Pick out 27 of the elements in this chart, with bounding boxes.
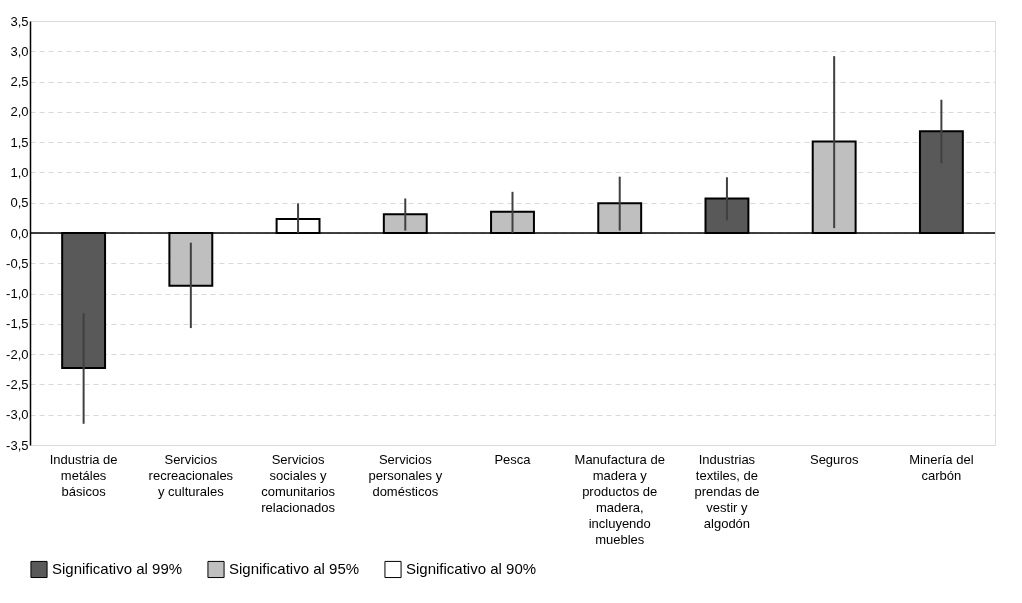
y-tick-label: -2,5: [6, 376, 29, 392]
y-tick-label: 0,5: [10, 195, 29, 211]
x-tick-label: Industrias textiles, de prendas de vestir y algodón: [694, 451, 760, 531]
y-tick-label: 1,0: [10, 164, 29, 180]
x-tick-label: Servicios recreacionales y culturales: [148, 451, 234, 499]
legend-label: Significativo al 99%: [52, 560, 183, 578]
x-tick-label: Minería del carbón: [909, 451, 974, 483]
x-tick-label: Manufactura de madera y productos de madera, incluyendo muebles: [574, 451, 665, 547]
legend-label: Significativo al 95%: [229, 560, 360, 578]
x-tick-label: Servicios personales y domésticos: [368, 451, 443, 499]
y-tick-label: -3,0: [6, 407, 29, 423]
y-tick-label: 1,5: [10, 134, 29, 150]
x-tick-label: Servicios sociales y comunitarios relacionados: [261, 451, 336, 515]
y-tick-label: 2,0: [10, 104, 29, 120]
x-tick-label: Seguros: [809, 451, 859, 467]
y-tick-label: 0,0: [10, 225, 29, 241]
y-tick-label: -0,5: [6, 255, 29, 271]
y-tick-label: 3,5: [10, 13, 29, 29]
x-tick-label: Pesca: [494, 451, 532, 467]
y-tick-label: 3,0: [10, 43, 29, 59]
y-tick-label: -2,0: [6, 346, 29, 362]
y-tick-label: -3,5: [6, 437, 29, 453]
y-tick-label: 2,5: [10, 74, 29, 90]
y-tick-label: -1,5: [6, 316, 29, 332]
x-tick-label: Industria de metáles básicos: [49, 451, 118, 499]
legend-label: Significativo al 90%: [406, 560, 537, 578]
y-tick-label: -1,0: [6, 286, 29, 302]
